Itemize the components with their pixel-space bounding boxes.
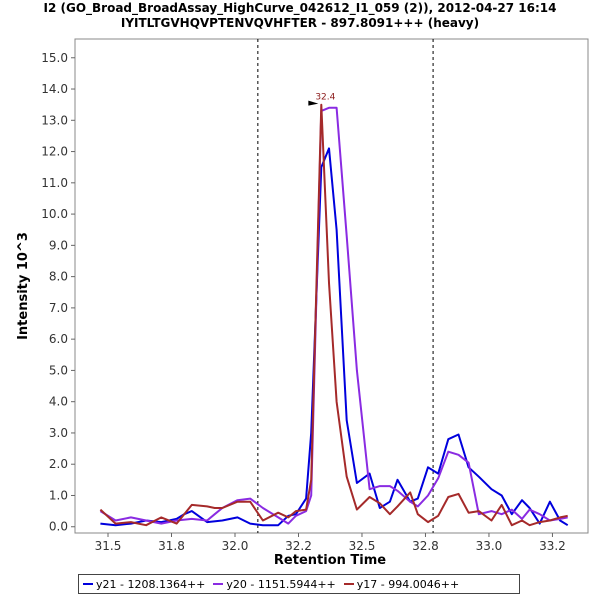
legend-item-y20[interactable]: y20 - 1151.5944++: [213, 577, 336, 591]
peak-label: 32.4: [315, 93, 335, 103]
y-tick-label: 15.0: [41, 51, 68, 65]
x-tick-label: 31.5: [95, 539, 122, 553]
legend-label-y17: y17 - 994.0046++: [356, 577, 460, 591]
y-tick-label: 10.0: [41, 207, 68, 221]
x-tick-label: 32.8: [412, 539, 439, 553]
y-tick-label: 11.0: [41, 176, 68, 190]
chart-title-line1: I2 (GO_Broad_BroadAssay_HighCurve_042612…: [44, 1, 557, 16]
x-tick-label: 33.0: [476, 539, 503, 553]
y-tick-label: 2.0: [49, 457, 68, 471]
legend-swatch-y20: [213, 583, 224, 585]
y-tick-label: 8.0: [49, 270, 68, 284]
legend: y21 - 1208.1364++ y20 - 1151.5944++ y17 …: [78, 574, 520, 594]
legend-swatch-y21: [83, 583, 93, 585]
y-tick-label: 0.0: [49, 520, 68, 534]
x-axis-title: Retention Time: [274, 553, 386, 568]
series-line-y21: [100, 147, 569, 527]
series-layer: [99, 103, 569, 527]
y-tick-label: 1.0: [49, 488, 68, 502]
chart-title-line2: IYITLTGVHQVPTENVQVHFTER - 897.8091+++ (h…: [121, 16, 479, 30]
x-tick-label: 31.8: [158, 539, 185, 553]
x-axis: 31.5 31.8 32.0 32.2 32.5 32.8 33.0 33.2: [95, 533, 566, 553]
legend-item-y17[interactable]: y17 - 994.0046++: [343, 577, 460, 591]
series-line-y20: [99, 106, 568, 525]
peak-marker-icon: [308, 100, 319, 106]
y-tick-label: 13.0: [41, 113, 68, 127]
integration-boundaries: [257, 39, 434, 533]
y-tick-label: 6.0: [49, 332, 68, 346]
series-line-y17: [99, 103, 568, 527]
peak-annotation: 32.4: [308, 93, 336, 106]
x-tick-label: 32.2: [285, 539, 312, 553]
y-axis: 0.0 1.0 2.0 3.0 4.0 5.0 6.0 7.0 8.0 9.0 10.0 11.0 12…: [41, 51, 75, 534]
legend-label-y21: y21 - 1208.1364++: [96, 577, 206, 591]
legend-label-y20: y20 - 1151.5944++: [226, 577, 336, 591]
y-tick-label: 9.0: [49, 238, 68, 252]
x-tick-label: 32.5: [349, 539, 376, 553]
y-tick-label: 7.0: [49, 301, 68, 315]
legend-item-y21[interactable]: y21 - 1208.1364++: [83, 578, 205, 591]
plot-area: [74, 38, 589, 534]
y-tick-label: 3.0: [49, 426, 68, 440]
y-axis-title: Intensity 10^3: [16, 232, 31, 340]
legend-swatch-y17: [343, 583, 354, 585]
y-tick-label: 4.0: [49, 395, 68, 409]
x-tick-label: 32.0: [222, 539, 249, 553]
y-tick-label: 5.0: [49, 363, 68, 377]
x-tick-label: 33.2: [539, 539, 566, 553]
y-tick-label: 12.0: [41, 145, 68, 159]
y-tick-label: 14.0: [41, 82, 68, 96]
